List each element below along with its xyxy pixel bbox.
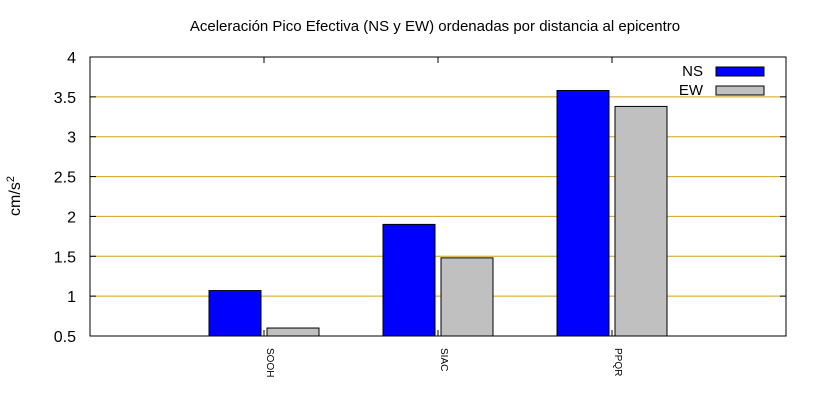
y-axis-label-exponent: 2 xyxy=(5,176,17,182)
y-tick-label: 3.5 xyxy=(54,90,76,107)
legend: NS EW xyxy=(679,63,765,99)
bar-ns-ppqr xyxy=(556,89,610,337)
legend-swatch-ns xyxy=(715,66,765,77)
y-tick-label: 2 xyxy=(67,209,76,226)
legend-label-ns: NS xyxy=(682,63,703,80)
y-axis-label-unit: cm/s xyxy=(7,182,24,216)
bar-ns-siac xyxy=(382,223,436,337)
legend-label-ew: EW xyxy=(679,82,704,99)
y-tick-label: 1 xyxy=(67,289,76,306)
bars xyxy=(208,89,668,337)
y-tick-label: 1.5 xyxy=(54,249,76,266)
y-tick-label: 4 xyxy=(67,50,76,67)
bar-ns-sooh xyxy=(208,290,262,337)
y-axis-ticks: 0.5 1 1.5 2 2.5 3 3.5 4 xyxy=(54,50,786,346)
category-label-ppqr: PPQR xyxy=(612,348,623,376)
grid-lines xyxy=(90,96,786,297)
bar-ew-sooh xyxy=(266,327,320,337)
category-label-siac: SIAC xyxy=(438,348,449,371)
bar-ew-siac xyxy=(440,257,494,337)
x-axis-categories: SOOH SIAC PPQR xyxy=(264,348,623,377)
category-label-sooh: SOOH xyxy=(264,348,275,377)
y-tick-label: 2.5 xyxy=(54,170,76,187)
y-axis-label: cm/s2 xyxy=(5,176,24,216)
y-tick-label: 0.5 xyxy=(54,329,76,346)
bar-ew-ppqr xyxy=(614,105,668,337)
y-tick-label: 3 xyxy=(67,130,76,147)
legend-swatch-ew xyxy=(715,85,765,96)
chart-title: Aceleración Pico Efectiva (NS y EW) orde… xyxy=(190,18,680,35)
